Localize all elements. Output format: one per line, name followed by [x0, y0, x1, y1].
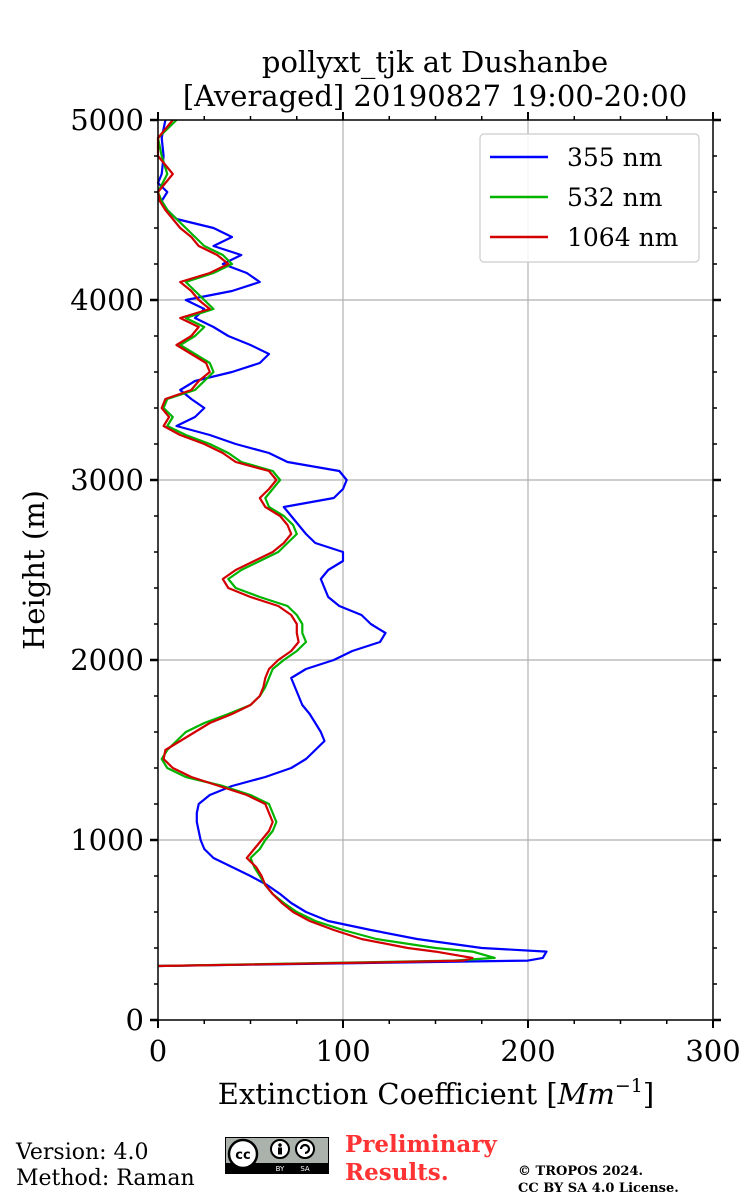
series-line [156, 119, 496, 968]
x-axis-label-exponent: −1 [615, 1075, 643, 1097]
x-axis-label-close: ] [643, 1077, 654, 1111]
preliminary-results-line2: Results. [345, 1159, 449, 1186]
series-line [156, 119, 548, 968]
x-tick-label: 300 [685, 1034, 740, 1068]
series-lines [156, 119, 548, 968]
series-line [156, 119, 474, 968]
chart-subtitle: [Averaged] 20190827 19:00-20:00 [183, 79, 687, 113]
version-text: Version: 4.0 [16, 1140, 149, 1165]
grid-lines [158, 120, 713, 1020]
legend: 355 nm 532 nm 1064 nm [479, 133, 700, 263]
chart-title: pollyxt_tjk at Dushanbe [262, 45, 608, 80]
legend-label: 532 nm [567, 183, 663, 212]
x-axis-label-main: Extinction Coefficient [ [218, 1077, 558, 1111]
y-tick-label: 5000 [70, 103, 144, 137]
method-text: Method: Raman [16, 1166, 195, 1191]
y-tick-label: 1000 [70, 823, 144, 857]
x-axis-label-unit: Mm [557, 1077, 615, 1111]
y-tick-label: 0 [126, 1003, 144, 1037]
y-tick-label: 4000 [70, 283, 144, 317]
legend-label: 1064 nm [567, 223, 679, 252]
y-tick-label: 3000 [70, 463, 144, 497]
cc-badge-by: BY [276, 1165, 285, 1173]
cc-by-sa-icon: cc BY SA [225, 1137, 329, 1174]
x-tick-label: 0 [149, 1034, 167, 1068]
axis-ticks [150, 112, 721, 1028]
x-axis-label: Extinction Coefficient [Mm−1] [218, 1075, 654, 1111]
x-tick-label: 100 [315, 1034, 370, 1068]
legend-box [479, 133, 700, 263]
copyright-line2: CC BY SA 4.0 License. [518, 1181, 679, 1196]
x-tick-label: 200 [500, 1034, 555, 1068]
preliminary-results-line1: Preliminary [345, 1131, 497, 1158]
copyright-line1: © TROPOS 2024. [518, 1164, 644, 1179]
y-axis-label: Height (m) [17, 490, 51, 650]
legend-items: 355 nm 532 nm 1064 nm [490, 143, 679, 252]
legend-label: 355 nm [567, 143, 663, 172]
cc-badge-cc: cc [235, 1148, 250, 1163]
y-tick-label: 2000 [70, 643, 144, 677]
cc-badge-sa: SA [300, 1165, 310, 1173]
